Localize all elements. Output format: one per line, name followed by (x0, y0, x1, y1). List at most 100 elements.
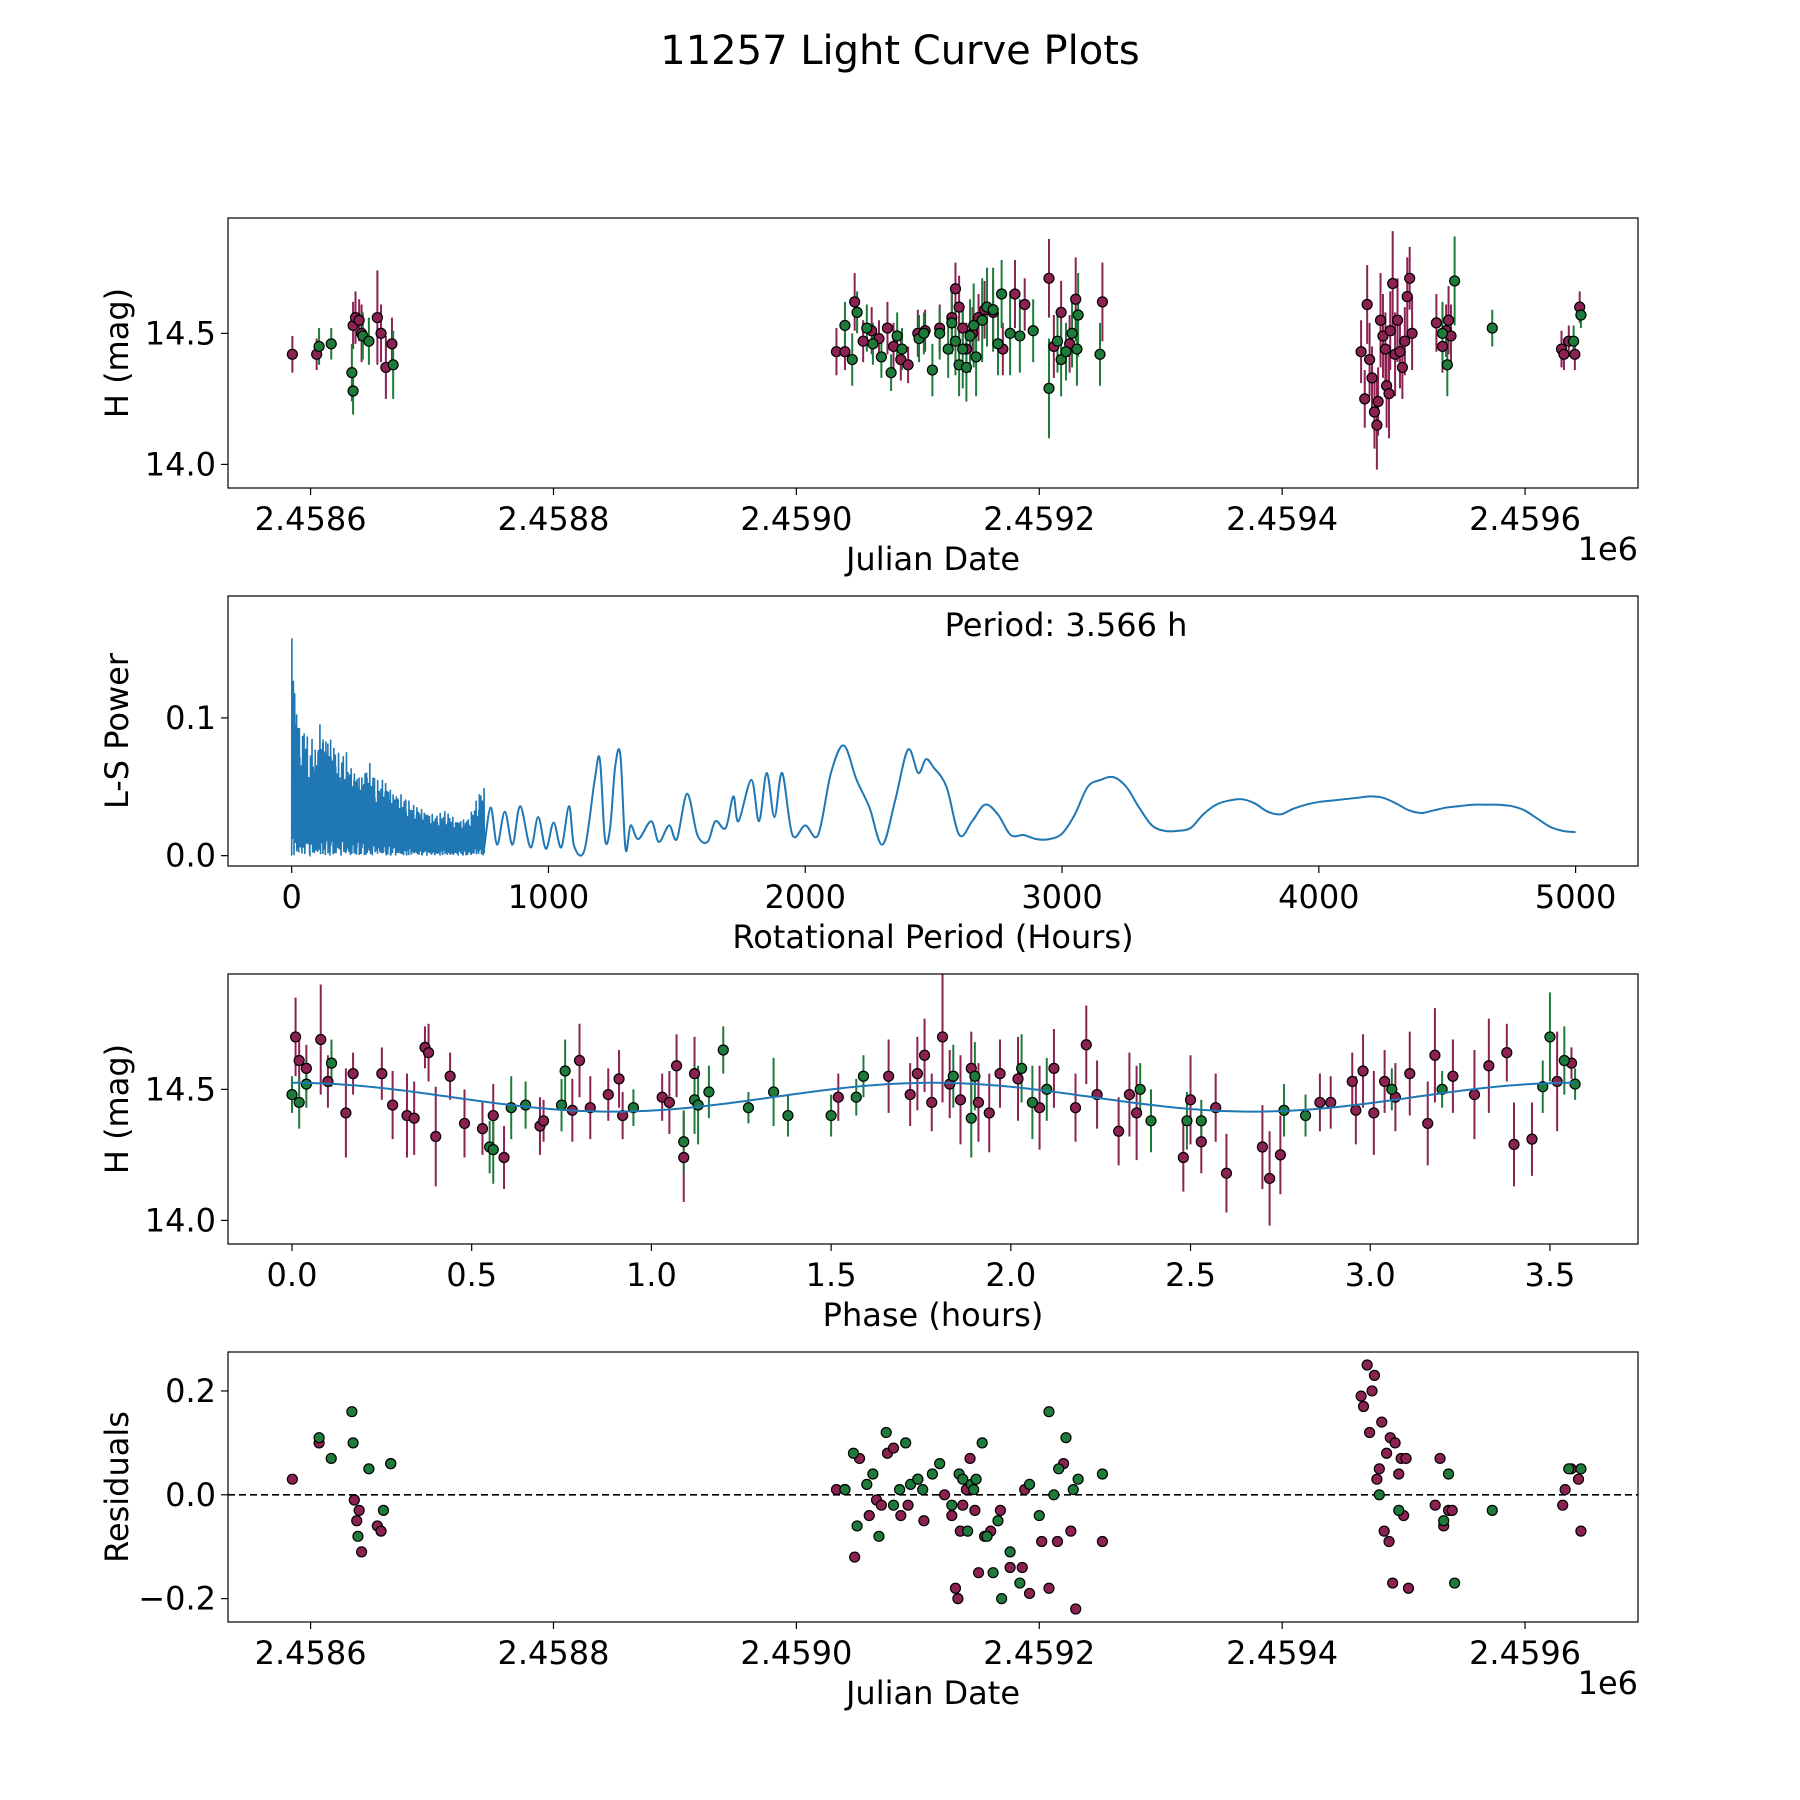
data-point-green (926, 364, 938, 376)
x-tick-label: 2.4588 (497, 500, 609, 538)
x-tick-label: 2.4594 (1226, 1634, 1338, 1672)
data-point-purple (1357, 1400, 1370, 1413)
residuals-panel: 2.4586 2.4588 2.4590 2.4592 2.4594 2.4596 −0.2… (98, 1351, 1639, 1712)
data-point-purple (1065, 1525, 1077, 1537)
data-point-purple (1096, 296, 1109, 308)
data-point-purple (902, 1499, 914, 1511)
x-tick-label: 1000 (508, 878, 589, 916)
data-point-purple (1070, 1603, 1082, 1615)
data-point-green (347, 385, 359, 397)
data-point-green (992, 1515, 1004, 1527)
x-tick-label: 2.4594 (1226, 500, 1338, 538)
data-point-green (851, 1520, 863, 1532)
data-point-purple (340, 1107, 352, 1119)
data-point-purple (1350, 1104, 1362, 1116)
x-tick-label: 0.0 (267, 1256, 318, 1294)
data-point-green (851, 306, 863, 318)
data-point-purple (1406, 327, 1418, 339)
data-layer (286, 1359, 1587, 1615)
data-point-green (1066, 327, 1078, 339)
x-tick-label: 3000 (1021, 878, 1102, 916)
data-point-purple (1184, 1094, 1197, 1106)
data-point-purple (994, 1504, 1007, 1516)
x-axis-label: Julian Date (844, 540, 1020, 578)
data-point-green (926, 1468, 938, 1480)
data-point-green (1053, 1463, 1065, 1475)
data-point-purple (1442, 314, 1455, 326)
data-point-purple (584, 1102, 596, 1114)
data-point-green (1386, 1083, 1398, 1095)
data-point-purple (1355, 346, 1367, 358)
x-tick-label: 2.4590 (740, 500, 852, 538)
data-point-purple (911, 1068, 923, 1080)
data-point-green (976, 1437, 988, 1449)
data-point-green (873, 1530, 885, 1542)
data-point-green (947, 1070, 959, 1082)
data-point-purple (375, 1525, 387, 1537)
data-point-purple (1404, 272, 1416, 284)
data-point-purple (1373, 1463, 1385, 1475)
data-point-purple (1384, 325, 1396, 337)
data-point-green (861, 1478, 873, 1491)
data-point-purple (949, 1582, 962, 1594)
data-point-purple (613, 1073, 625, 1085)
data-point-purple (1508, 1138, 1520, 1150)
y-axis-label: L-S Power (98, 652, 136, 809)
data-point-purple (957, 1499, 969, 1511)
data-point-green (968, 1483, 980, 1496)
data-point-green (313, 340, 325, 353)
data-point-purple (1526, 1133, 1538, 1145)
data-point-green (1048, 1489, 1060, 1501)
data-point-green (1051, 335, 1064, 347)
data-point-purple (678, 1151, 690, 1164)
data-point-green (891, 330, 903, 342)
data-point-purple (1383, 388, 1395, 400)
data-point-purple (670, 1060, 683, 1072)
data-point-green (1067, 1483, 1079, 1496)
data-point-green (1096, 1468, 1109, 1480)
data-point-green (1145, 1115, 1157, 1127)
data-point-purple (1436, 340, 1449, 353)
data-point-purple (946, 1509, 958, 1522)
data-point-green (957, 343, 969, 355)
data-point-purple (663, 1096, 675, 1109)
y-tick-label: 14.5 (145, 314, 216, 352)
data-point-green (1441, 359, 1453, 371)
data-layer (286, 974, 1581, 1226)
data-point-green (1486, 1504, 1498, 1516)
data-point-green (1094, 348, 1106, 360)
data-point-green (949, 335, 962, 347)
data-point-purple (1368, 406, 1381, 418)
data-point-green (918, 327, 930, 339)
data-point-green (1026, 1096, 1038, 1109)
data-point-green (1569, 1078, 1581, 1090)
data-point-purple (1383, 1535, 1395, 1548)
data-point-purple (1378, 1525, 1390, 1537)
data-point-green (839, 319, 851, 332)
data-point-green (767, 1086, 780, 1098)
data-point-purple (972, 1567, 985, 1579)
x-tick-label: 1.5 (806, 1256, 857, 1294)
data-point-green (976, 314, 988, 326)
data-point-green (875, 351, 887, 363)
data-point-purple (444, 1070, 456, 1082)
x-tick-label: 3.0 (1345, 1256, 1396, 1294)
x-tick-label: 3.5 (1524, 1256, 1575, 1294)
data-point-purple (1376, 1416, 1388, 1428)
data-point-green (1575, 309, 1587, 321)
data-point-green (1438, 1515, 1450, 1527)
axis-offset-label: 1e6 (1578, 1664, 1638, 1702)
data-point-green (1299, 1109, 1312, 1122)
x-axis-label: Julian Date (844, 1674, 1020, 1712)
data-point-purple (972, 1096, 985, 1109)
data-point-green (346, 367, 358, 379)
data-point-green (627, 1102, 640, 1114)
data-point-green (1195, 1115, 1207, 1127)
data-point-purple (1468, 1088, 1481, 1101)
data-point-purple (969, 1504, 981, 1516)
data-point-green (286, 1088, 298, 1101)
data-point-purple (849, 296, 861, 308)
data-point-green (987, 1567, 999, 1579)
data-point-purple (952, 1593, 964, 1605)
data-point-green (325, 338, 337, 350)
